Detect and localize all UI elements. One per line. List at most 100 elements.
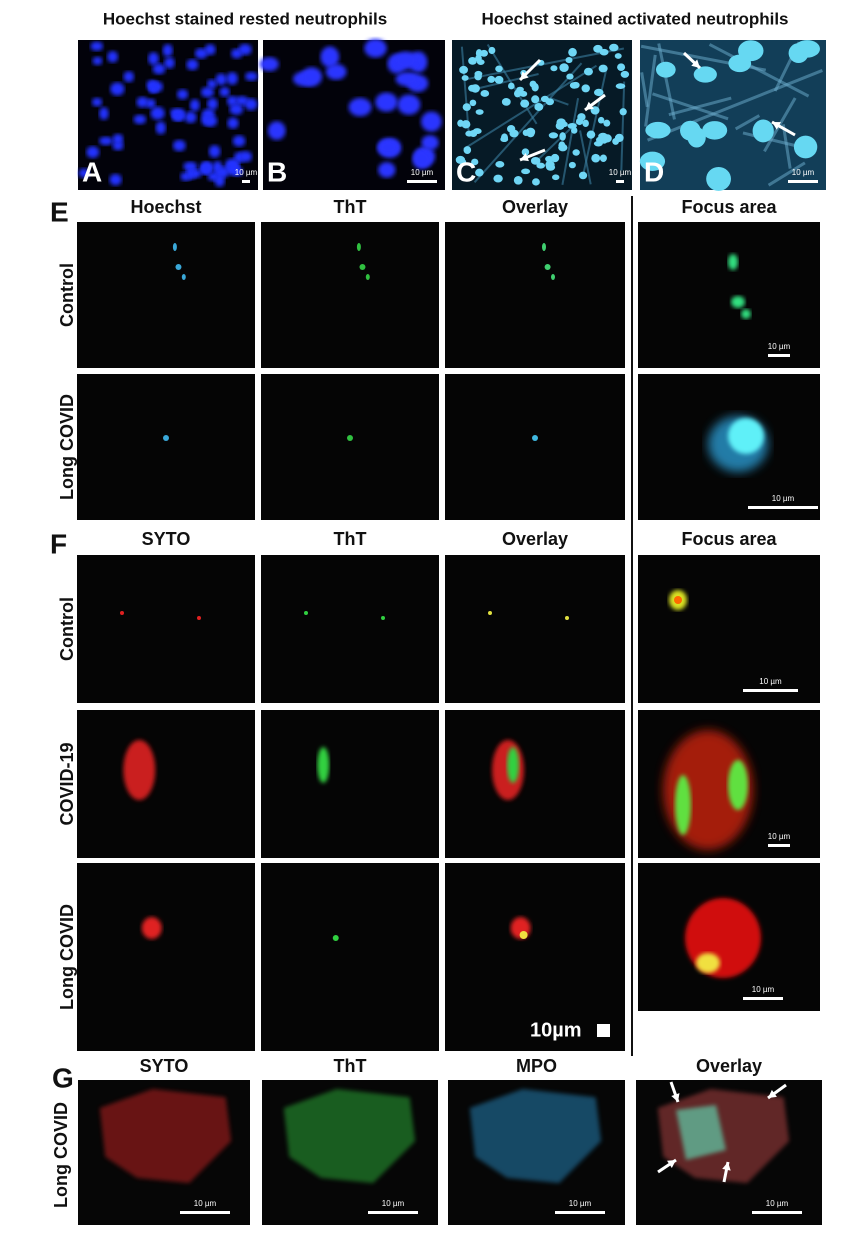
cell xyxy=(469,99,477,107)
micrograph: 10 µm xyxy=(638,374,820,520)
cell xyxy=(571,81,580,89)
cell xyxy=(194,48,208,59)
scale-bar xyxy=(743,689,798,692)
column-header: MPO xyxy=(516,1056,557,1076)
gap xyxy=(77,703,625,710)
cell xyxy=(259,57,279,72)
scale-bar xyxy=(768,844,790,847)
column-header: ThT xyxy=(334,529,367,549)
signal xyxy=(381,616,385,620)
image-background xyxy=(261,710,439,858)
column-header: ThT xyxy=(334,1056,367,1076)
cell xyxy=(480,49,488,57)
cell xyxy=(225,158,240,172)
column-header: Overlay xyxy=(502,197,568,217)
image-background xyxy=(445,710,625,858)
column-header: SYTO xyxy=(140,1056,189,1076)
signal xyxy=(488,611,492,615)
signal xyxy=(197,616,201,620)
cell xyxy=(578,171,588,180)
micrograph xyxy=(77,710,255,858)
cell xyxy=(172,139,186,152)
arrow-head xyxy=(772,122,781,130)
image-background xyxy=(638,222,820,368)
cell xyxy=(421,111,442,132)
panel-letter: B xyxy=(267,156,287,187)
arrow-head xyxy=(671,1093,680,1102)
cell xyxy=(536,162,546,169)
column-header: SYTO xyxy=(142,529,191,549)
cell xyxy=(513,175,523,185)
arrow-head xyxy=(520,153,529,162)
cell xyxy=(680,120,701,141)
signal xyxy=(728,418,764,454)
column-header: Focus area xyxy=(681,529,777,549)
cell xyxy=(568,161,576,169)
cell xyxy=(461,75,469,81)
cell xyxy=(219,86,230,97)
signal xyxy=(674,596,682,604)
cell xyxy=(207,79,217,89)
micrograph xyxy=(445,555,625,703)
cell xyxy=(793,135,818,159)
signal xyxy=(728,760,748,810)
row-label: Long COVID xyxy=(51,1102,71,1208)
cell xyxy=(702,121,728,140)
row-label: COVID-19 xyxy=(57,742,77,825)
micrograph: 10 µm xyxy=(638,222,820,368)
micrograph: 10 µm xyxy=(78,1080,250,1225)
scale-label: 10 µm xyxy=(382,1199,405,1208)
cell xyxy=(148,85,159,94)
cell xyxy=(90,41,104,51)
micrograph xyxy=(77,555,255,703)
arrow-head xyxy=(691,59,700,68)
cell-outline xyxy=(469,1088,602,1184)
scale-bar xyxy=(616,180,624,183)
cell xyxy=(109,173,122,186)
micrograph: 10 µm xyxy=(448,1080,625,1225)
cell xyxy=(394,51,418,70)
signal xyxy=(120,611,124,615)
fiber xyxy=(477,73,539,90)
cell xyxy=(468,57,477,65)
image-background xyxy=(77,555,255,703)
micrograph: A 10 µm xyxy=(78,40,258,190)
cell xyxy=(593,44,603,53)
header-title: Hoechst stained rested neutrophils xyxy=(103,9,387,28)
fiber xyxy=(767,161,806,187)
fiber xyxy=(657,43,676,120)
image-background xyxy=(77,863,255,1051)
cell xyxy=(619,108,627,116)
scale-bar xyxy=(368,1211,418,1214)
cell xyxy=(583,67,593,76)
fiber xyxy=(460,46,470,135)
scale-label: 10µm xyxy=(530,1019,582,1041)
cell xyxy=(475,109,484,115)
cell xyxy=(520,99,530,108)
image-background xyxy=(445,555,625,703)
cell xyxy=(202,108,215,119)
cell xyxy=(586,130,596,139)
cell xyxy=(529,80,537,88)
cell xyxy=(378,139,399,155)
image-background xyxy=(77,222,255,368)
scale-bar xyxy=(743,997,783,1000)
cell xyxy=(550,65,558,72)
micrograph xyxy=(261,374,439,520)
cell xyxy=(378,162,396,178)
cell xyxy=(136,96,149,108)
gap xyxy=(255,555,261,1051)
image-background xyxy=(445,863,625,1051)
cell xyxy=(462,103,471,111)
cell xyxy=(200,87,215,98)
cell xyxy=(238,43,252,56)
signal xyxy=(365,274,370,280)
cell xyxy=(123,71,135,83)
cell xyxy=(412,149,432,170)
cell xyxy=(110,82,125,96)
cell xyxy=(301,67,323,87)
cell xyxy=(208,145,221,158)
cell xyxy=(599,154,607,162)
signal xyxy=(741,309,751,319)
signal xyxy=(141,917,162,939)
